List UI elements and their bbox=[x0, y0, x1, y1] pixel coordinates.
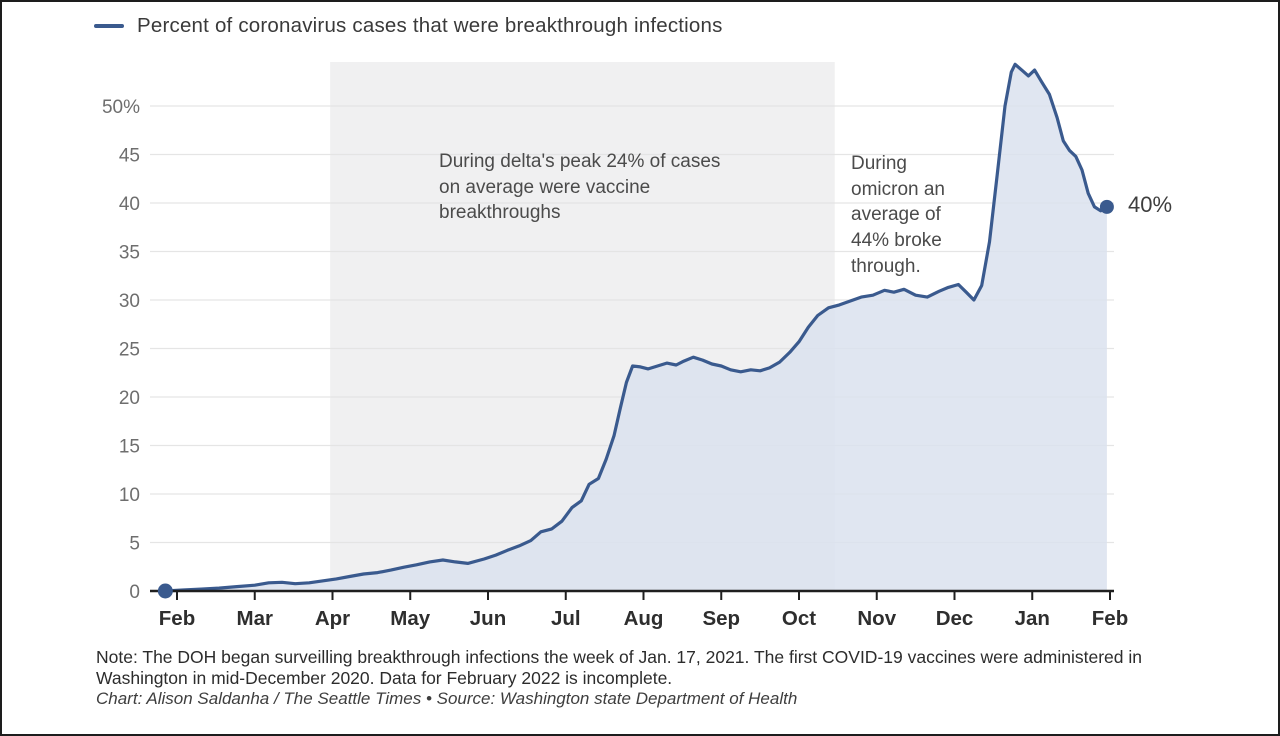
series-start-dot bbox=[157, 583, 173, 599]
credit-source-line: Chart: Alison Saldanha / The Seattle Tim… bbox=[96, 689, 798, 708]
legend-line-swatch-icon bbox=[94, 24, 124, 28]
x-tick-label-may-3: May bbox=[390, 607, 430, 630]
y-tick-label-30: 30 bbox=[119, 291, 140, 312]
y-tick-label-10: 10 bbox=[119, 485, 140, 506]
x-tick-label-nov-9: Nov bbox=[857, 607, 896, 630]
y-tick-label-20: 20 bbox=[119, 388, 140, 409]
y-tick-label-45: 45 bbox=[119, 146, 140, 167]
series-area-fill bbox=[165, 64, 1107, 592]
x-tick-label-oct-8: Oct bbox=[782, 607, 816, 630]
y-tick-label-35: 35 bbox=[119, 243, 140, 264]
x-tick-label-sep-7: Sep bbox=[702, 607, 740, 630]
y-tick-label-0: 0 bbox=[129, 582, 140, 603]
delta-period-annotation: During delta's peak 24% of cases on aver… bbox=[439, 151, 721, 224]
y-tick-label-25: 25 bbox=[119, 340, 140, 361]
x-tick-label-feb-0: Feb bbox=[159, 607, 195, 630]
x-tick-label-jan-11: Jan bbox=[1015, 607, 1050, 630]
footnote: Note: The DOH began surveilling breakthr… bbox=[96, 647, 1143, 689]
x-tick-label-jul-5: Jul bbox=[551, 607, 581, 630]
x-tick-label-apr-2: Apr bbox=[315, 607, 350, 630]
latest-value-label: 40% bbox=[1128, 192, 1173, 217]
y-tick-label-5: 5 bbox=[129, 534, 140, 555]
series-end-dot bbox=[1099, 199, 1114, 214]
y-tick-label-15: 15 bbox=[119, 437, 140, 458]
series-line bbox=[163, 62, 1109, 593]
chart-legend: Percent of coronavirus cases that were b… bbox=[94, 14, 723, 38]
x-tick-label-jun-4: Jun bbox=[470, 607, 506, 630]
x-tick-label-aug-6: Aug bbox=[624, 607, 664, 630]
x-tick-label-dec-10: Dec bbox=[936, 607, 974, 630]
chart-title: Percent of coronavirus cases that were b… bbox=[137, 14, 723, 37]
omicron-period-annotation: During omicron an average of 44% broke t… bbox=[851, 153, 945, 277]
x-tick-label-mar-1: Mar bbox=[237, 607, 273, 630]
x-tick-label-feb-12: Feb bbox=[1092, 607, 1128, 630]
y-tick-label-40: 40 bbox=[119, 194, 140, 215]
y-tick-label-50: 50% bbox=[102, 97, 140, 118]
